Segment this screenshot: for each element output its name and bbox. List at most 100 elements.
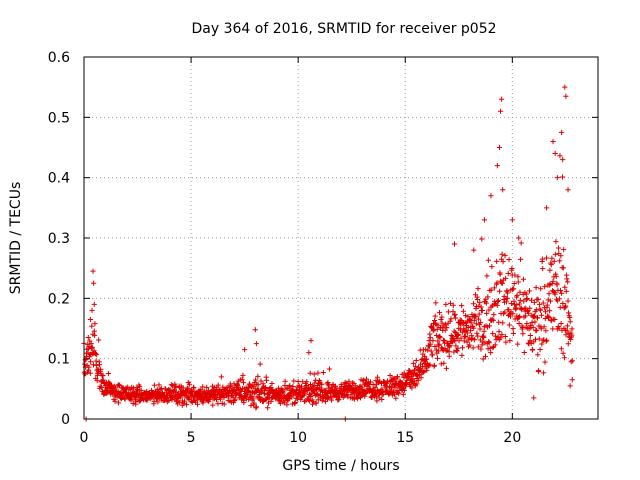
- data-point: [530, 324, 536, 331]
- data-point: [545, 297, 551, 303]
- data-point: [324, 396, 331, 402]
- data-point: [322, 399, 329, 405]
- data-point: [539, 341, 545, 347]
- data-point: [546, 291, 552, 297]
- data-point: [527, 332, 533, 339]
- data-point: [384, 378, 391, 384]
- data-point: [558, 129, 565, 136]
- data-point: [242, 347, 248, 353]
- data-point: [336, 396, 342, 402]
- data-point: [511, 286, 517, 292]
- data-point: [433, 347, 439, 353]
- data-point: [476, 311, 482, 317]
- data-point: [507, 313, 514, 319]
- data-point: [424, 367, 430, 373]
- data-point: [413, 357, 419, 364]
- data-point: [553, 271, 559, 277]
- data-point: [471, 325, 477, 331]
- data-point: [96, 337, 102, 343]
- data-point: [510, 311, 516, 317]
- data-point: [565, 341, 571, 347]
- data-point: [253, 340, 260, 347]
- y-tick-label: 0.3: [48, 231, 70, 247]
- data-point: [90, 362, 97, 368]
- data-point: [258, 378, 264, 384]
- data-point: [262, 391, 268, 397]
- data-point: [475, 333, 481, 339]
- data-point: [540, 265, 546, 272]
- data-point: [550, 278, 556, 284]
- data-point: [537, 306, 543, 312]
- data-point: [559, 290, 565, 296]
- data-point: [483, 300, 489, 306]
- data-point: [415, 377, 421, 383]
- data-point: [414, 381, 420, 387]
- data-point: [509, 265, 515, 272]
- data-point: [93, 362, 99, 368]
- data-point: [168, 382, 174, 388]
- data-point: [89, 307, 95, 313]
- data-point: [558, 320, 564, 327]
- x-tick-label: 20: [503, 430, 521, 446]
- data-point: [549, 281, 555, 287]
- data-point: [540, 300, 546, 306]
- data-point: [536, 368, 542, 374]
- data-point: [524, 297, 530, 303]
- data-point: [453, 315, 459, 321]
- data-point: [338, 381, 344, 388]
- data-point: [537, 307, 543, 313]
- data-point: [313, 400, 319, 406]
- data-point: [524, 320, 530, 327]
- data-point: [155, 399, 161, 405]
- data-point: [191, 385, 197, 391]
- data-point: [263, 377, 270, 383]
- data-point: [569, 358, 575, 364]
- y-tick-label: 0.4: [48, 171, 70, 187]
- data-point: [557, 258, 563, 264]
- data-point: [495, 334, 501, 340]
- data-point: [496, 319, 502, 325]
- data-point: [476, 303, 482, 309]
- data-point: [320, 369, 327, 376]
- data-point: [552, 316, 558, 323]
- data-point: [485, 257, 491, 263]
- data-point: [432, 313, 438, 319]
- data-point: [516, 235, 522, 241]
- data-point: [178, 394, 184, 400]
- data-point: [546, 314, 552, 320]
- data-point: [388, 384, 394, 390]
- data-point: [280, 390, 286, 396]
- data-point: [428, 341, 434, 347]
- data-point: [567, 336, 574, 342]
- data-point: [482, 353, 489, 359]
- data-point: [239, 376, 245, 382]
- data-point: [490, 317, 496, 323]
- data-point: [497, 271, 503, 277]
- data-point: [564, 276, 570, 282]
- data-point: [505, 290, 511, 296]
- data-point: [558, 253, 564, 259]
- data-point: [554, 175, 560, 181]
- data-point: [275, 385, 282, 391]
- data-point: [521, 298, 527, 304]
- data-point: [438, 361, 444, 367]
- data-point: [507, 338, 513, 344]
- data-point: [496, 288, 503, 294]
- data-point: [484, 273, 490, 279]
- chart-title: Day 364 of 2016, SRMTID for receiver p05…: [191, 21, 496, 37]
- data-point: [458, 335, 464, 341]
- data-point: [373, 394, 379, 400]
- data-point: [345, 394, 351, 400]
- data-point: [544, 337, 550, 343]
- data-point: [439, 314, 445, 320]
- data-point: [562, 84, 568, 90]
- data-point: [259, 388, 265, 394]
- data-point: [454, 348, 460, 354]
- data-point: [251, 383, 257, 389]
- data-point: [535, 352, 541, 358]
- data-point: [241, 400, 247, 406]
- data-point: [546, 282, 552, 288]
- data-point: [400, 391, 406, 398]
- data-point: [531, 395, 537, 401]
- data-point: [413, 363, 419, 370]
